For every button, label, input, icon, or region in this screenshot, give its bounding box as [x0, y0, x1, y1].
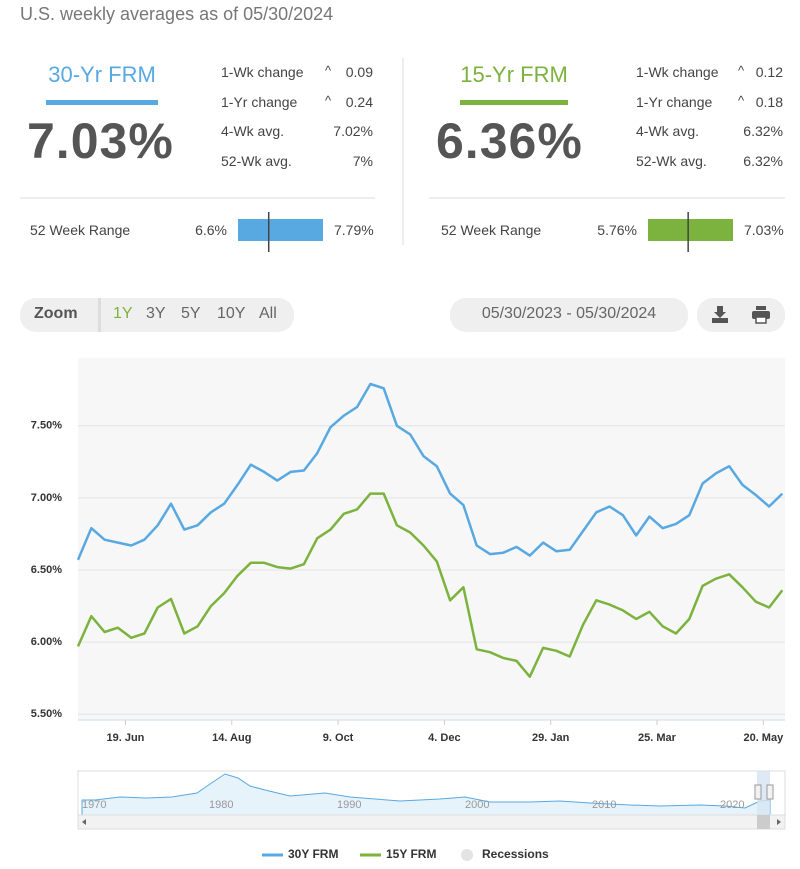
y-tick-label: 7.50%	[31, 420, 62, 432]
panel-title: 30-Yr FRM	[48, 62, 156, 87]
print-icon[interactable]	[752, 306, 770, 324]
scroll-left[interactable]	[82, 819, 86, 825]
stat-label: 1-Yr change	[221, 94, 298, 110]
up-caret: ^	[325, 93, 332, 108]
date-range: 05/30/2023 - 05/30/2024	[481, 305, 657, 322]
stat-value: 0.18	[755, 94, 783, 110]
x-tick-label: 29. Jan	[532, 732, 570, 744]
zoom-button[interactable]: 5Y	[181, 305, 201, 322]
stat-label: 1-Wk change	[221, 64, 304, 80]
x-tick-label: 14. Aug	[212, 732, 251, 744]
stat-label: 52-Wk avg.	[221, 153, 292, 169]
zoom-button[interactable]: 10Y	[217, 305, 246, 322]
series-line	[76, 492, 784, 678]
zoom-button[interactable]: 3Y	[146, 305, 166, 322]
up-caret: ^	[738, 93, 745, 108]
y-tick-label: 6.00%	[31, 636, 62, 648]
x-tick-label: 4. Dec	[428, 732, 460, 744]
title-underline	[46, 100, 158, 105]
stat-value: 6.32%	[743, 123, 783, 139]
range-high: 7.79%	[334, 222, 374, 238]
stat-value: 7.02%	[333, 123, 373, 139]
x-tick-label: 19. Jun	[106, 732, 144, 744]
x-tick-label: 9. Oct	[323, 732, 354, 744]
navigator-year: 1980	[209, 799, 233, 811]
navigator-year: 1970	[82, 799, 106, 811]
navigator-year: 2010	[592, 799, 616, 811]
navigator-year: 1990	[337, 799, 361, 811]
range-low: 5.76%	[597, 222, 637, 238]
navigator-selection[interactable]	[757, 771, 770, 815]
up-caret: ^	[325, 63, 332, 78]
x-tick-label: 20. May	[743, 732, 784, 744]
range-bar	[238, 219, 323, 241]
stat-label: 4-Wk avg.	[221, 123, 285, 139]
stat-value: 0.24	[345, 94, 373, 110]
stat-value: 0.12	[755, 64, 783, 80]
stat-value: 7%	[352, 153, 373, 169]
zoom-label: Zoom	[34, 305, 78, 322]
stat-label: 1-Yr change	[636, 94, 713, 110]
stat-value: 0.09	[345, 64, 373, 80]
navigator-handle[interactable]	[754, 784, 762, 800]
zoom-button[interactable]: All	[259, 305, 277, 322]
scrollbar[interactable]	[77, 814, 786, 830]
y-tick-label: 5.50%	[31, 708, 62, 720]
navigator-year: 2000	[465, 799, 489, 811]
panel-title: 15-Yr FRM	[460, 62, 568, 87]
download-icon[interactable]	[712, 306, 728, 323]
scrollbar-thumb[interactable]	[757, 815, 770, 829]
title-underline	[460, 100, 568, 105]
scroll-right[interactable]	[777, 819, 781, 825]
icon-bar	[697, 298, 785, 332]
date-range-box[interactable]	[450, 298, 688, 332]
range-high: 7.03%	[744, 222, 784, 238]
y-tick-label: 6.50%	[31, 564, 62, 576]
rate: 7.03%	[27, 113, 174, 169]
range-label: 52 Week Range	[30, 222, 131, 238]
range-label: 52 Week Range	[441, 222, 542, 238]
series-line	[76, 382, 784, 561]
stat-value: 6.32%	[743, 153, 783, 169]
rate: 6.36%	[436, 113, 583, 169]
range-low: 6.6%	[195, 222, 227, 238]
legend-label: Recessions	[482, 847, 549, 861]
stat-label: 1-Wk change	[636, 64, 719, 80]
navigator-series	[81, 773, 771, 816]
range-bar	[648, 219, 733, 241]
x-tick-label: 25. Mar	[638, 732, 677, 744]
plot-background	[78, 358, 785, 720]
zoom-bar	[20, 298, 294, 332]
navigator-year: 2020	[720, 799, 744, 811]
divider	[98, 298, 101, 332]
legend-label: 15Y FRM	[386, 847, 436, 861]
subtitle: U.S. weekly averages as of 05/30/2024	[20, 4, 334, 24]
legend-label: 30Y FRM	[288, 847, 338, 861]
legend-swatch	[461, 849, 473, 861]
zoom-button[interactable]: 1Y	[113, 305, 133, 322]
navigator-handle[interactable]	[766, 784, 774, 800]
stat-label: 52-Wk avg.	[636, 153, 707, 169]
up-caret: ^	[738, 63, 745, 78]
y-tick-label: 7.00%	[31, 492, 62, 504]
stat-label: 4-Wk avg.	[636, 123, 700, 139]
